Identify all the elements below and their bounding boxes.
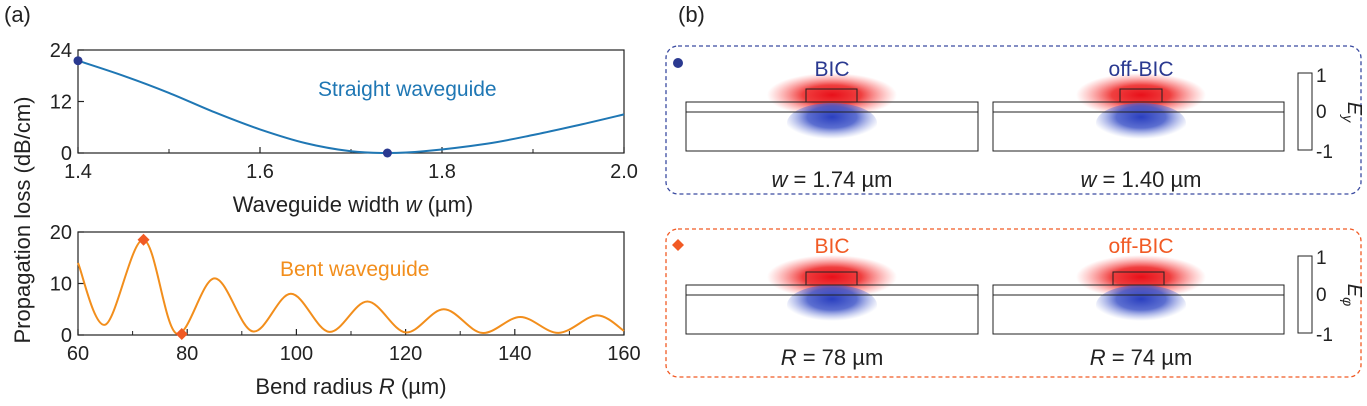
group-straight-border (665, 45, 1362, 195)
ridge-box (1119, 88, 1163, 103)
shared-ylabel: Propagation loss (dB/cm) (10, 97, 35, 344)
marker-point (137, 233, 150, 246)
y-tick-label: 20 (50, 222, 72, 244)
caption-value: = 1.74 µm (787, 167, 892, 192)
marker-point (73, 56, 83, 66)
field-blue-lobe (1096, 285, 1186, 325)
field-plot-offbic-bent (992, 255, 1285, 335)
colorbar-ey: 1 0 -1 Ey (1297, 66, 1365, 163)
field-plot-bic-straight (685, 73, 979, 152)
xlabel-bottom-var: R (379, 374, 395, 399)
group-straight-marker (673, 58, 683, 68)
field-red-lobe (767, 255, 897, 299)
x-tick-label: 140 (498, 343, 531, 365)
colorbar-mid: 0 (1316, 102, 1327, 123)
y-tick-label: 0 (61, 325, 72, 347)
group-bent: BIC off-BIC R = 78 µm R = 74 µm 1 0 -1 E… (665, 228, 1365, 378)
x-tick-label: 1.6 (246, 161, 274, 183)
annotation-bent: Bent waveguide (280, 258, 429, 281)
panel-a-label: (a) (4, 2, 31, 27)
field-blue-lobe (787, 103, 877, 143)
y-tick-label: 12 (50, 92, 72, 114)
field-plot-offbic-straight (992, 73, 1285, 152)
field-plot-bic-bent (685, 255, 979, 335)
field-subscript: y (1340, 114, 1356, 123)
caption-value: = 78 µm (797, 345, 884, 370)
y-tick-label: 24 (50, 40, 72, 62)
caption-var: R (781, 345, 797, 370)
field-blue-lobe (787, 285, 877, 325)
x-tick-label: 60 (67, 343, 89, 365)
field-red-lobe (767, 73, 897, 117)
ridge-box (805, 88, 858, 103)
ridge-box (1112, 271, 1165, 286)
chart-straight-waveguide: Straight waveguide Waveguide width w (µm… (50, 40, 638, 217)
colorbar-max: 1 (1316, 66, 1327, 87)
caption-value: = 1.40 µm (1096, 167, 1201, 192)
field-red-lobe (1076, 73, 1206, 117)
caption-offbic-bent: R = 74 µm (1090, 345, 1193, 370)
caption-bic-bent: R = 78 µm (781, 345, 884, 370)
field-symbol: E (1343, 284, 1365, 298)
x-tick-label: 160 (607, 343, 640, 365)
colorbar-field-label: Eφ (1340, 284, 1365, 306)
caption-var: w (1081, 167, 1099, 192)
xlabel-top-unit: (µm) (421, 192, 473, 217)
caption-var: R (1090, 345, 1106, 370)
group-bent-border (665, 228, 1362, 378)
series-line-bottom (77, 238, 625, 335)
x-tick-label: 1.4 (64, 161, 92, 183)
chart-bent-waveguide: Bent waveguide Bend radius R (µm) 60 80 10… (50, 222, 641, 399)
caption-value: = 74 µm (1106, 345, 1193, 370)
field-symbol: E (1343, 102, 1365, 116)
plot-frame-top (77, 49, 625, 154)
annotation-straight: Straight waveguide (318, 78, 497, 101)
x-tick-label: 100 (280, 343, 313, 365)
x-tick-label: 120 (389, 343, 422, 365)
series-line-top (77, 59, 625, 155)
case-title-offbic-bent: off-BIC (1109, 235, 1174, 258)
y-tick-label: 0 (61, 143, 72, 165)
ridge-box (805, 271, 858, 286)
colorbar-min: -1 (1316, 325, 1333, 346)
group-bent-marker (672, 239, 684, 251)
marker-point (175, 327, 188, 340)
xlabel-bottom-unit: (µm) (395, 374, 447, 399)
field-subscript: φ (1340, 297, 1356, 306)
caption-bic-straight: w = 1.74 µm (772, 167, 893, 192)
colorbar-max: 1 (1316, 248, 1327, 269)
case-title-bic-straight: BIC (814, 58, 849, 81)
xlabel-bottom-main: Bend radius (255, 374, 379, 399)
field-blue-lobe (1096, 103, 1186, 143)
xlabel-top-var: w (406, 192, 424, 217)
case-title-bic-bent: BIC (814, 235, 849, 258)
xlabel-top: Waveguide width w (µm) (233, 192, 474, 217)
colorbar-ephi: 1 0 -1 Eφ (1297, 248, 1365, 346)
x-tick-label: 2.0 (610, 161, 638, 183)
colorbar-field-label: Ey (1340, 102, 1365, 123)
y-tick-label: 10 (50, 274, 72, 296)
marker-point (382, 148, 392, 158)
xlabel-bottom: Bend radius R (µm) (255, 374, 446, 399)
x-tick-label: 1.8 (428, 161, 456, 183)
panel-b-label: (b) (678, 2, 705, 27)
case-title-offbic-straight: off-BIC (1109, 58, 1174, 81)
colorbar-box (1297, 72, 1313, 151)
caption-offbic-straight: w = 1.40 µm (1081, 167, 1202, 192)
colorbar-box (1297, 255, 1313, 334)
group-straight: BIC off-BIC w = 1.74 µm w = 1.40 µm 1 0 … (665, 45, 1365, 195)
xlabel-top-main: Waveguide width (233, 192, 406, 217)
caption-var: w (772, 167, 790, 192)
x-tick-label: 80 (176, 343, 198, 365)
colorbar-min: -1 (1316, 142, 1333, 163)
field-red-lobe (1076, 255, 1206, 299)
colorbar-mid: 0 (1316, 285, 1327, 306)
